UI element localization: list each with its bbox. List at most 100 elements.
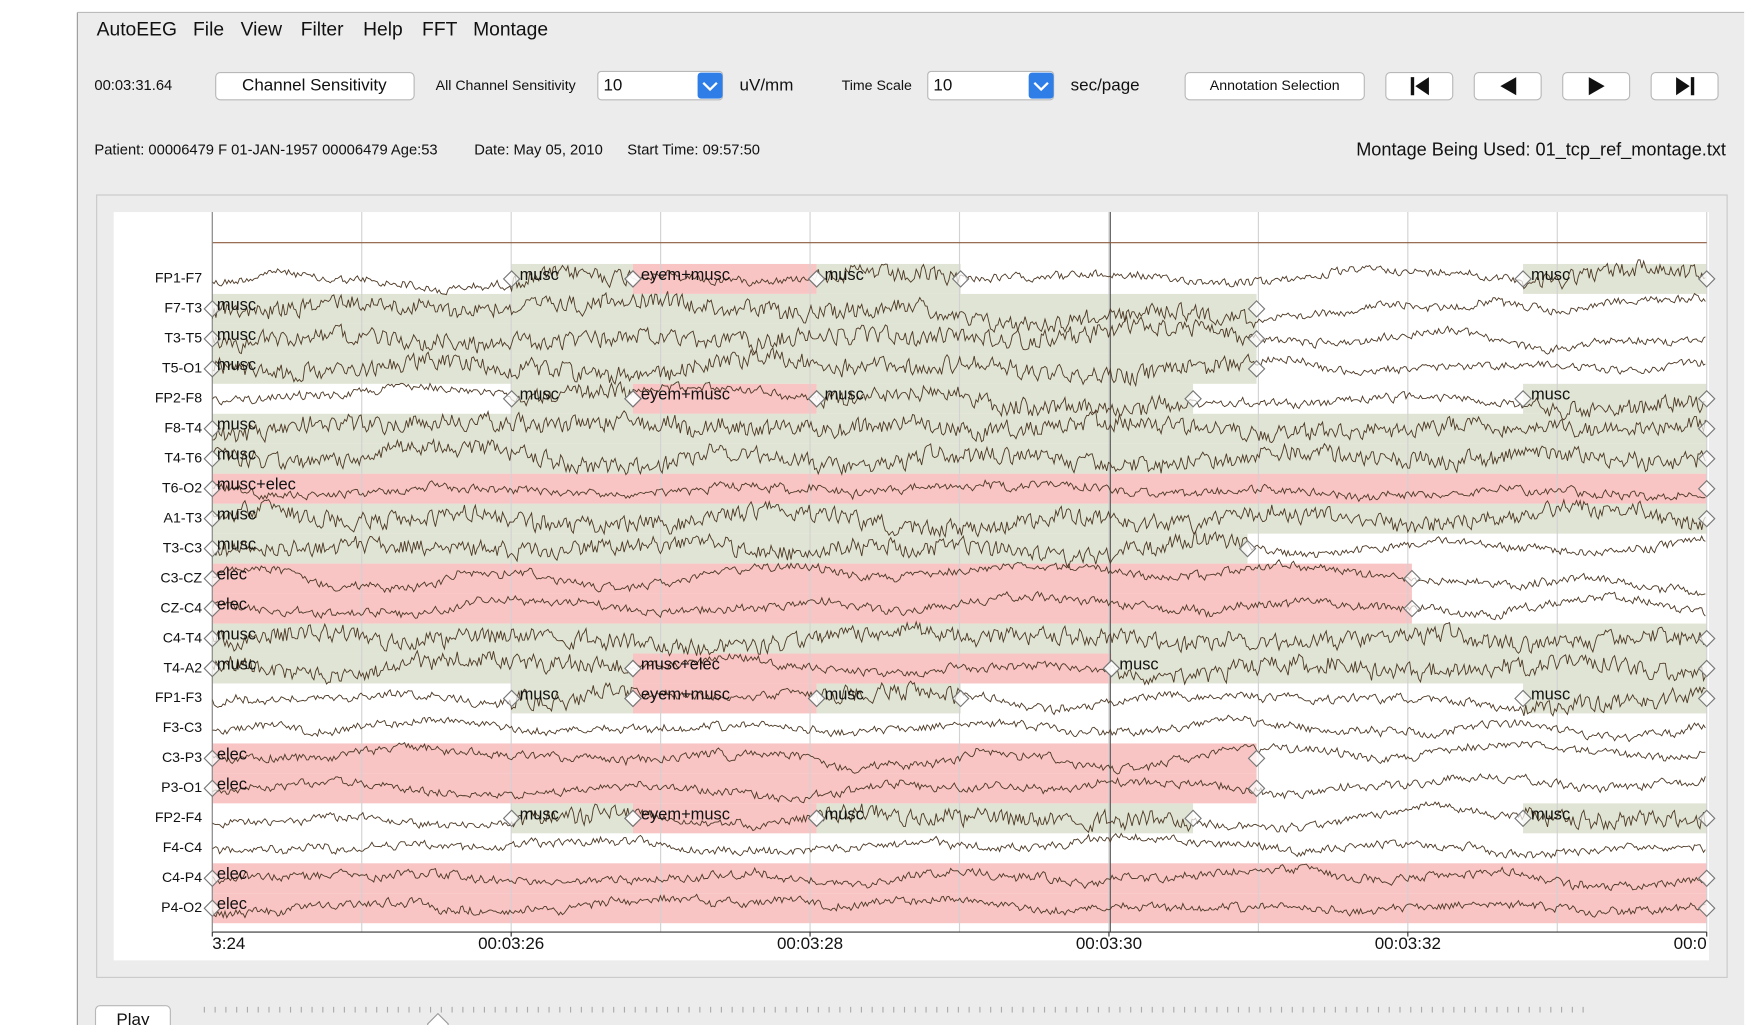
menu-item[interactable]: AutoEEG bbox=[97, 20, 177, 41]
channel-label: C4-T4 bbox=[163, 630, 202, 646]
eeg-trace bbox=[212, 863, 1706, 892]
eeg-trace bbox=[212, 773, 1706, 804]
time-scale-dropdown-arrow[interactable] bbox=[1028, 72, 1054, 99]
annotation-marker bbox=[203, 419, 222, 438]
channel-label: P4-O2 bbox=[161, 900, 202, 916]
annotation-marker bbox=[807, 389, 826, 408]
annotation-band bbox=[1523, 383, 1707, 414]
annotation-label: musc bbox=[1531, 386, 1570, 404]
slider-thumb[interactable] bbox=[427, 1012, 449, 1025]
time-label: 00:03:32 bbox=[1375, 934, 1441, 953]
channel-label: P3-O1 bbox=[161, 780, 202, 796]
annotation-label: musc bbox=[825, 685, 864, 703]
channel-label: T3-T5 bbox=[164, 331, 202, 347]
eeg-plot: FP1-F7 musc eyem+musc musc musc F7-T3 musc T3-T… bbox=[155, 212, 1716, 953]
menu-item[interactable]: Filter bbox=[301, 20, 344, 41]
dropdown-chevron bbox=[1033, 81, 1049, 92]
annotation-marker bbox=[1697, 479, 1716, 498]
channel-label: CZ-C4 bbox=[160, 600, 202, 616]
play-button[interactable] bbox=[94, 1005, 171, 1025]
sensitivity-unit: uV/mm bbox=[740, 76, 794, 95]
annotation-band bbox=[1111, 653, 1707, 684]
play-label[interactable]: Play bbox=[116, 1010, 150, 1025]
annotation-marker bbox=[203, 659, 222, 678]
channel-label: C3-CZ bbox=[160, 570, 202, 586]
channel-label: FP2-F4 bbox=[155, 810, 202, 826]
annotation-label: eyem+musc bbox=[641, 685, 730, 703]
annotation-label: musc bbox=[217, 296, 256, 314]
channel-label: T5-O1 bbox=[162, 361, 202, 377]
annotation-marker bbox=[951, 689, 970, 708]
annotation-marker bbox=[1184, 809, 1202, 828]
annotation-marker bbox=[1697, 899, 1716, 918]
time-scale-unit: sec/page bbox=[1071, 76, 1140, 95]
annotation-label: elec bbox=[217, 596, 247, 614]
annotation-label: musc+elec bbox=[641, 655, 720, 673]
channel-sensitivity-button[interactable] bbox=[215, 71, 415, 101]
sensitivity-value[interactable]: 10 bbox=[603, 76, 622, 95]
channel-label: F8-T4 bbox=[164, 421, 202, 437]
annotation-band bbox=[632, 803, 817, 834]
annotation-marker bbox=[807, 689, 826, 708]
eeg-trace bbox=[212, 801, 1706, 834]
annotation-marker bbox=[203, 300, 222, 318]
annotation-marker bbox=[1247, 360, 1266, 378]
time-scale-label: Time Scale bbox=[842, 78, 912, 94]
menu-item[interactable]: Help bbox=[363, 20, 403, 41]
annotation-marker bbox=[1403, 569, 1421, 588]
annotation-marker bbox=[1247, 300, 1266, 318]
annotation-marker bbox=[1697, 389, 1716, 408]
menu-item[interactable]: File bbox=[193, 20, 224, 41]
annotation-marker bbox=[203, 539, 222, 558]
annotation-marker bbox=[502, 270, 521, 288]
annotation-marker bbox=[1697, 659, 1716, 678]
annotation-band bbox=[212, 323, 1257, 354]
annotation-marker bbox=[502, 689, 521, 708]
annotation-marker bbox=[203, 899, 222, 918]
annotation-selection-label[interactable]: Annotation Selection bbox=[1210, 78, 1340, 94]
annotation-marker bbox=[203, 599, 222, 618]
annotation-marker bbox=[1514, 809, 1532, 828]
annotation-marker bbox=[203, 330, 222, 348]
annotation-marker bbox=[203, 779, 222, 798]
annotation-label: musc bbox=[825, 386, 864, 404]
channel-label: F4-C4 bbox=[163, 840, 202, 856]
sensitivity-dropdown-arrow[interactable] bbox=[697, 72, 723, 99]
menu-item[interactable]: View bbox=[241, 20, 282, 41]
eeg-trace bbox=[212, 558, 1706, 597]
annotation-label: musc bbox=[1119, 655, 1158, 673]
channel-label: T3-C3 bbox=[163, 540, 202, 556]
previous-page-icon bbox=[1500, 77, 1517, 96]
annotation-label: musc bbox=[1531, 266, 1570, 284]
menu-item[interactable]: Montage bbox=[473, 20, 548, 41]
annotation-marker bbox=[502, 389, 521, 408]
eeg-trace bbox=[212, 893, 1706, 919]
annotation-label: musc bbox=[520, 685, 559, 703]
annotation-label: musc bbox=[217, 536, 256, 554]
annotation-band bbox=[212, 353, 1257, 384]
time-slider[interactable] bbox=[195, 1006, 1599, 1025]
time-label: 00:03:30 bbox=[1076, 934, 1142, 953]
all-channel-sensitivity-label: All Channel Sensitivity bbox=[436, 78, 577, 94]
annotation-marker bbox=[1697, 689, 1716, 708]
annotation-marker bbox=[624, 689, 642, 708]
annotation-label: elec bbox=[217, 566, 247, 584]
menu-item[interactable]: FFT bbox=[422, 20, 458, 41]
annotation-selection-button[interactable] bbox=[1184, 71, 1365, 101]
eeg-trace bbox=[212, 479, 1706, 503]
annotation-label: musc bbox=[1531, 685, 1570, 703]
annotation-marker bbox=[203, 569, 222, 588]
annotation-marker bbox=[1514, 270, 1532, 288]
annotation-label: musc+elec bbox=[217, 476, 296, 494]
current-time: 00:03:31.64 bbox=[94, 78, 172, 94]
time-label: 3:24 bbox=[212, 934, 245, 953]
channel-sensitivity-label[interactable]: Channel Sensitivity bbox=[242, 76, 387, 95]
annotation-label: eyem+musc bbox=[641, 805, 730, 823]
time-scale-value[interactable]: 10 bbox=[933, 76, 952, 95]
annotation-label: musc bbox=[217, 446, 256, 464]
annotation-band bbox=[212, 743, 1257, 774]
eeg-trace bbox=[212, 437, 1706, 476]
annotation-marker bbox=[203, 629, 222, 648]
channel-label: A1-T3 bbox=[164, 510, 203, 526]
